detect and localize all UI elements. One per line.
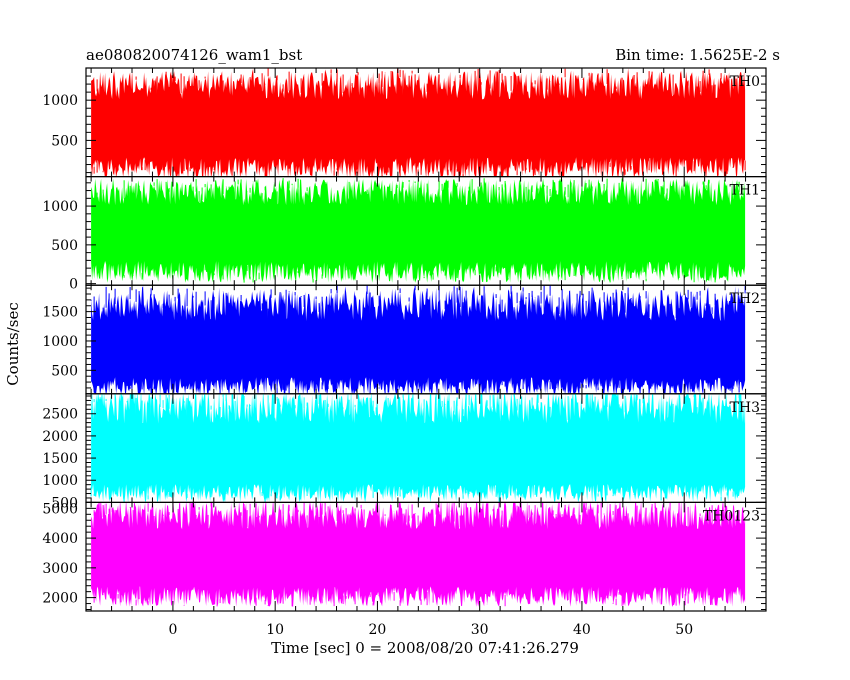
y-tick-label: 3000	[42, 561, 78, 577]
panel-th2: 500 1000 1500 TH2	[42, 284, 767, 395]
y-tick-label: 1000	[42, 334, 78, 350]
series-th0123	[91, 502, 746, 607]
panel-label-th2: TH2	[730, 291, 760, 307]
y-tick-label: 2000	[42, 429, 78, 445]
x-tick-label: 0	[168, 622, 177, 638]
y-tick-label: 1500	[42, 451, 78, 467]
y-axis-label: Counts/sec	[4, 302, 22, 386]
y-tick-label: 500	[51, 495, 78, 511]
panel-label-th0123: TH0123	[703, 508, 760, 524]
y-tick-label: 500	[51, 133, 78, 149]
panel-label-th3: TH3	[730, 400, 760, 416]
y-tick-label: 2500	[42, 407, 78, 423]
y-tick-label: 1000	[42, 473, 78, 489]
y-tick-label: 1500	[42, 305, 78, 321]
x-tick-label: 30	[471, 622, 489, 638]
panel-label-th1: TH1	[730, 183, 760, 199]
panel-th1: 0 500 1000 TH1	[42, 176, 767, 293]
spikes-th1	[96, 178, 743, 283]
panel-frame	[85, 501, 767, 612]
x-axis-label: Time [sec] 0 = 2008/08/20 07:41:26.279	[271, 639, 579, 657]
spikes-th0123	[93, 502, 740, 607]
x-tick-label: 20	[369, 622, 387, 638]
y-tick-label: 5000	[42, 501, 78, 517]
y-tick-label: 500	[51, 363, 78, 379]
y-tick-label: 4000	[42, 531, 78, 547]
series-th2	[91, 285, 746, 394]
y-tick-label: 2000	[42, 591, 78, 607]
panel-th0123: 2000 3000 4000 5000 TH0123	[42, 501, 767, 612]
panels-group: 5001000TH005001000TH150010001500TH250010…	[42, 67, 767, 638]
series-th3	[91, 393, 746, 503]
y-tick-label: 1000	[42, 93, 78, 109]
y-tick-label: 500	[51, 238, 78, 254]
panel-th0: 500 1000 TH0	[42, 67, 767, 178]
bin-time-label: Bin time: 1.5625E-2 s	[615, 46, 780, 64]
x-tick-label: 50	[675, 622, 693, 638]
series-th0	[91, 68, 746, 177]
x-tick-label: 10	[266, 622, 284, 638]
y-tick-label: 0	[69, 277, 78, 293]
panel-th3: 500 1000 1500 2000 2500 TH3	[42, 393, 767, 511]
spikes-th0	[93, 68, 746, 177]
series-th1	[91, 178, 746, 283]
x-tick-label: 40	[573, 622, 591, 638]
chart-title: ae080820074126_wam1_bst	[86, 46, 302, 64]
panel-label-th0: TH0	[730, 74, 760, 90]
y-tick-label: 1000	[42, 199, 78, 215]
spikes-th2	[90, 285, 746, 394]
